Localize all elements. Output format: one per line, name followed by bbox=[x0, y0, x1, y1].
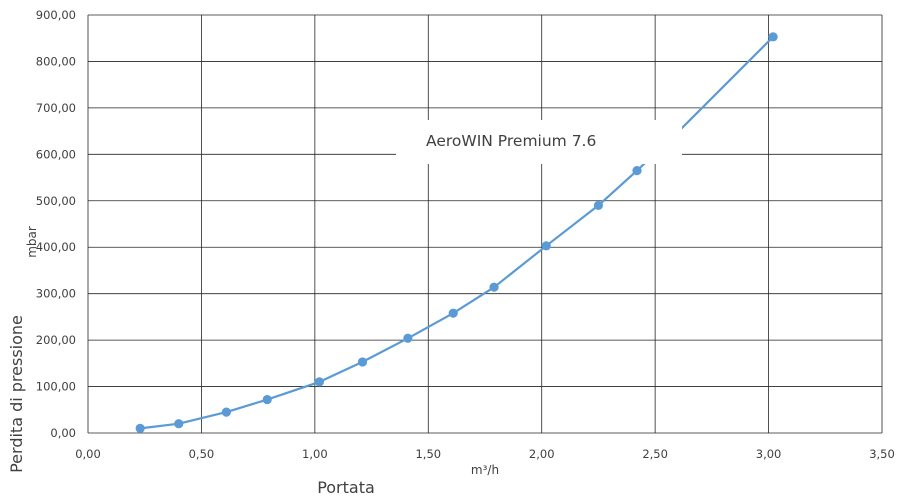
data-point bbox=[768, 32, 778, 42]
y-tick-label: 200,00 bbox=[36, 333, 76, 347]
x-tick-label: 1,00 bbox=[302, 447, 328, 461]
x-tick-labels: 0,00 0,50 1,00 1,50 2,00 2,50 3,00 3,50 bbox=[75, 447, 895, 461]
x-tick-label: 2,00 bbox=[529, 447, 555, 461]
y-tick-label: 700,00 bbox=[36, 101, 76, 115]
x-axis-unit: m³/h bbox=[471, 463, 499, 477]
data-point bbox=[489, 282, 499, 292]
x-tick-label: 0,50 bbox=[189, 447, 215, 461]
y-axis-unit: mbar bbox=[25, 226, 39, 258]
y-tick-label: 500,00 bbox=[36, 194, 76, 208]
y-axis-title: Perdita di pressione bbox=[7, 315, 26, 473]
x-axis-title: Portata bbox=[317, 478, 375, 497]
y-tick-label: 900,00 bbox=[36, 8, 76, 22]
series-group bbox=[135, 32, 778, 433]
data-point bbox=[448, 308, 458, 318]
data-point bbox=[593, 200, 604, 211]
y-tick-labels: 0,00 100,00 200,00 300,00 400,00 500,00 600,00… bbox=[36, 8, 76, 440]
data-point bbox=[314, 377, 324, 387]
y-tick-label: 300,00 bbox=[36, 287, 76, 301]
data-point bbox=[403, 333, 413, 343]
y-tick-label: 0,00 bbox=[50, 426, 76, 440]
y-tick-label: 100,00 bbox=[36, 380, 76, 394]
series-line bbox=[140, 36, 774, 430]
data-point bbox=[262, 394, 272, 405]
x-tick-label: 3,00 bbox=[756, 447, 782, 461]
data-point bbox=[632, 165, 642, 176]
grid-lines bbox=[87, 14, 883, 434]
series-label-box bbox=[396, 120, 682, 164]
data-point bbox=[135, 423, 145, 433]
x-tick-label: 1,50 bbox=[415, 447, 441, 461]
y-tick-label: 800,00 bbox=[36, 54, 76, 68]
y-tick-label: 600,00 bbox=[36, 147, 76, 161]
data-point bbox=[174, 419, 184, 429]
x-tick-label: 3,50 bbox=[869, 447, 895, 461]
data-point bbox=[221, 407, 231, 417]
data-point bbox=[541, 241, 551, 251]
series-label: AeroWIN Premium 7.6 bbox=[426, 132, 596, 150]
data-point bbox=[357, 357, 368, 367]
x-tick-label: 0,00 bbox=[75, 447, 101, 461]
y-tick-label: 400,00 bbox=[36, 240, 76, 254]
x-tick-label: 2,50 bbox=[642, 447, 668, 461]
